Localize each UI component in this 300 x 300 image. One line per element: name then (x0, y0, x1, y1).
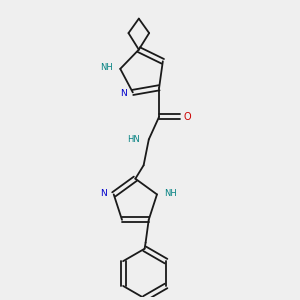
Text: O: O (183, 112, 191, 122)
Text: N: N (100, 189, 106, 198)
Text: HN: HN (127, 135, 140, 144)
Text: NH: NH (164, 189, 177, 198)
Text: N: N (120, 89, 127, 98)
Text: NH: NH (100, 63, 113, 72)
